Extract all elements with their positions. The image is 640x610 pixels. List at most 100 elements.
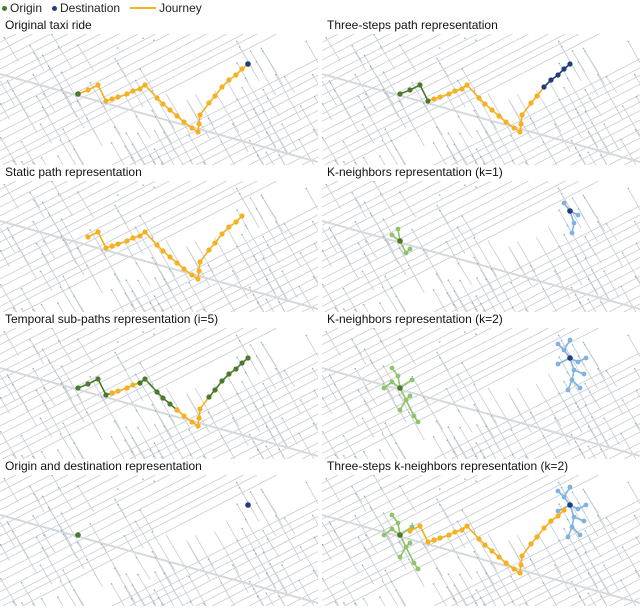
street — [61, 512, 82, 548]
street — [322, 475, 549, 593]
street-node — [370, 214, 373, 216]
street — [137, 427, 157, 459]
street-node — [283, 370, 286, 372]
street-node — [256, 301, 259, 304]
street — [21, 582, 36, 606]
street — [597, 74, 623, 120]
street-node — [131, 584, 134, 586]
street — [322, 181, 441, 243]
street-node — [130, 304, 133, 306]
street-node — [207, 411, 210, 414]
street-node — [588, 391, 591, 393]
street-map — [322, 181, 640, 312]
street — [554, 564, 571, 594]
street-node — [475, 480, 477, 483]
street — [43, 387, 56, 406]
street — [151, 551, 173, 585]
street-node — [189, 159, 192, 162]
street-node — [560, 192, 563, 195]
street-node — [591, 122, 593, 124]
street — [508, 393, 532, 433]
journey-point — [226, 224, 232, 230]
street — [322, 181, 339, 190]
journey-point — [446, 91, 452, 97]
street-node — [275, 367, 277, 370]
street-node — [446, 439, 448, 441]
street — [322, 328, 355, 345]
street-node — [283, 223, 286, 225]
street — [57, 302, 64, 312]
street — [454, 584, 467, 606]
street-node — [635, 389, 638, 392]
street-node — [398, 541, 401, 544]
street — [114, 352, 127, 372]
street — [587, 446, 597, 459]
street — [471, 155, 479, 165]
street-node — [3, 477, 6, 480]
street-node — [152, 308, 155, 310]
street — [554, 123, 571, 153]
street — [245, 225, 266, 259]
street-node — [135, 115, 138, 118]
street — [313, 570, 318, 579]
origin-neighbors-edge — [405, 546, 415, 564]
journey-point — [555, 513, 561, 519]
street — [457, 521, 480, 559]
street — [0, 80, 16, 106]
street-node — [411, 81, 414, 84]
street-node — [634, 275, 637, 278]
street-node — [578, 154, 581, 157]
street-node — [260, 488, 263, 491]
street-node — [633, 514, 636, 517]
journey-point — [130, 235, 136, 241]
street-node — [89, 522, 92, 525]
street — [322, 181, 529, 288]
street — [322, 284, 340, 312]
street-node — [379, 339, 382, 342]
street-node — [510, 134, 513, 137]
street-node — [525, 161, 527, 164]
origin-marker — [397, 238, 403, 244]
street-node — [154, 130, 156, 132]
street-node — [20, 434, 23, 437]
street-node — [370, 67, 373, 69]
street-node — [587, 298, 590, 301]
street-node — [137, 279, 139, 282]
street — [313, 276, 318, 285]
street-node — [29, 192, 31, 194]
journey-point — [109, 96, 115, 102]
street — [0, 227, 16, 253]
journey-point — [518, 562, 524, 568]
street — [263, 111, 289, 155]
street-node — [220, 141, 223, 143]
street — [322, 181, 423, 234]
street — [0, 34, 51, 61]
destination-neighbors-node — [561, 347, 567, 353]
street-node — [43, 534, 45, 536]
street-node — [446, 586, 448, 588]
street-node — [363, 495, 366, 498]
street-node — [124, 586, 126, 588]
street — [588, 132, 608, 165]
street-node — [60, 71, 63, 73]
destination-segment-point — [555, 72, 561, 78]
street-node — [525, 308, 527, 311]
street-node — [571, 344, 574, 346]
street — [635, 129, 640, 138]
street-node — [584, 404, 587, 407]
street — [51, 181, 62, 197]
street-node — [153, 480, 155, 483]
street-network — [322, 475, 640, 606]
street-node — [452, 451, 455, 453]
street — [587, 593, 597, 606]
street-node — [236, 209, 238, 212]
street-node — [587, 425, 590, 428]
street-node — [151, 403, 154, 406]
street — [22, 475, 277, 606]
street — [458, 410, 473, 433]
street-node — [342, 140, 345, 143]
street-node — [322, 430, 324, 433]
street — [355, 199, 367, 218]
street-node — [125, 573, 128, 575]
street-node — [100, 102, 103, 105]
